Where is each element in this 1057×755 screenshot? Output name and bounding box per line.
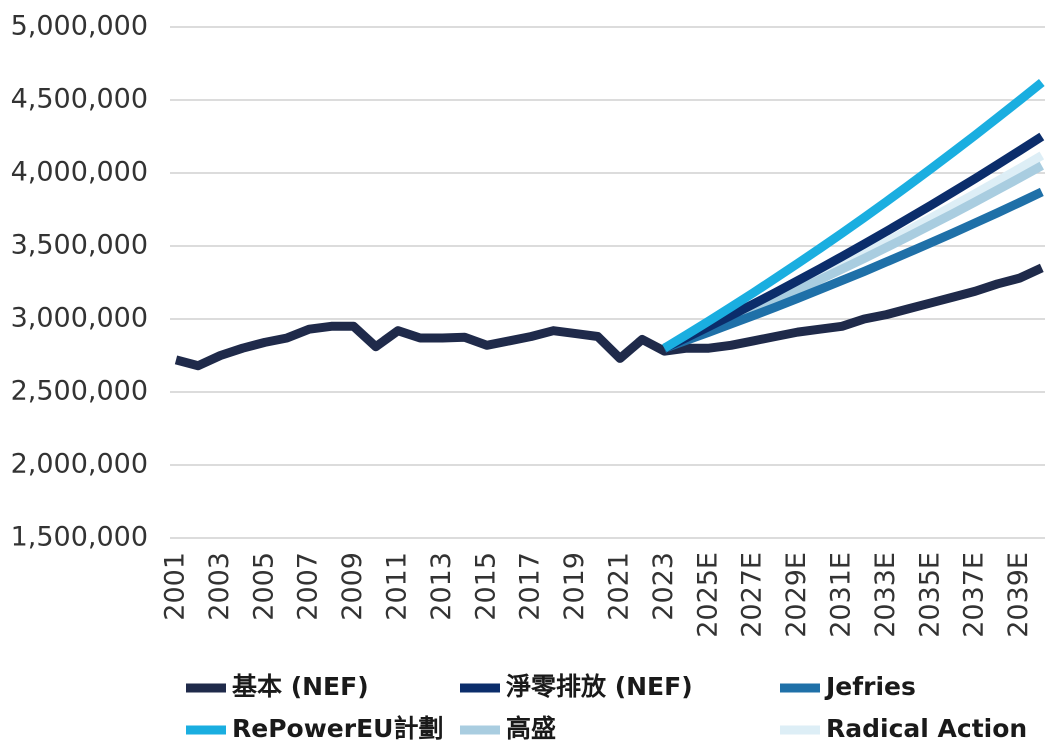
y-tick-label: 2,500,000	[11, 376, 148, 407]
y-tick-label: 2,000,000	[11, 449, 148, 480]
series-line	[662, 78, 1045, 353]
y-tick-label: 3,500,000	[11, 230, 148, 261]
x-tick-label: 2025E	[692, 552, 723, 638]
legend-label: 高盛	[506, 714, 556, 743]
x-tick-label: 2027E	[737, 552, 768, 638]
x-tick-label: 2007	[293, 552, 324, 621]
y-tick-label: 5,000,000	[11, 11, 148, 42]
legend-label: Radical Action	[826, 714, 1027, 743]
legend-label: 淨零排放 (NEF)	[506, 672, 693, 701]
y-tick-label: 3,000,000	[11, 303, 148, 334]
series-line	[662, 187, 1044, 353]
x-tick-label: 2015	[470, 552, 501, 621]
x-tick-label: 2039E	[1003, 552, 1034, 638]
x-tick-label: 2011	[382, 552, 413, 621]
y-tick-label: 4,000,000	[11, 157, 148, 188]
x-tick-label: 2037E	[959, 552, 990, 638]
x-tick-label: 2009	[337, 552, 368, 621]
x-tick-label: 2013	[426, 552, 457, 621]
x-tick-label: 2023	[648, 552, 679, 621]
x-tick-label: 2005	[248, 552, 279, 621]
x-tick-label: 2033E	[870, 552, 901, 638]
legend-label: RePowerEU計劃	[232, 714, 443, 743]
legend-label: Jefries	[824, 672, 916, 701]
series-line	[662, 132, 1045, 353]
x-tick-label: 2031E	[826, 552, 857, 638]
x-tick-label: 2001	[160, 552, 191, 621]
x-tick-label: 2029E	[781, 552, 812, 638]
legend-label: 基本 (NEF)	[232, 672, 369, 701]
y-tick-label: 4,500,000	[11, 84, 148, 115]
x-tick-label: 2003	[204, 552, 235, 621]
x-tick-label: 2019	[559, 552, 590, 621]
y-tick-label: 1,500,000	[11, 522, 148, 553]
x-tick-label: 2017	[515, 552, 546, 621]
x-tick-label: 2035E	[914, 552, 945, 638]
series-line	[174, 263, 1044, 371]
x-tick-label: 2021	[604, 552, 635, 621]
